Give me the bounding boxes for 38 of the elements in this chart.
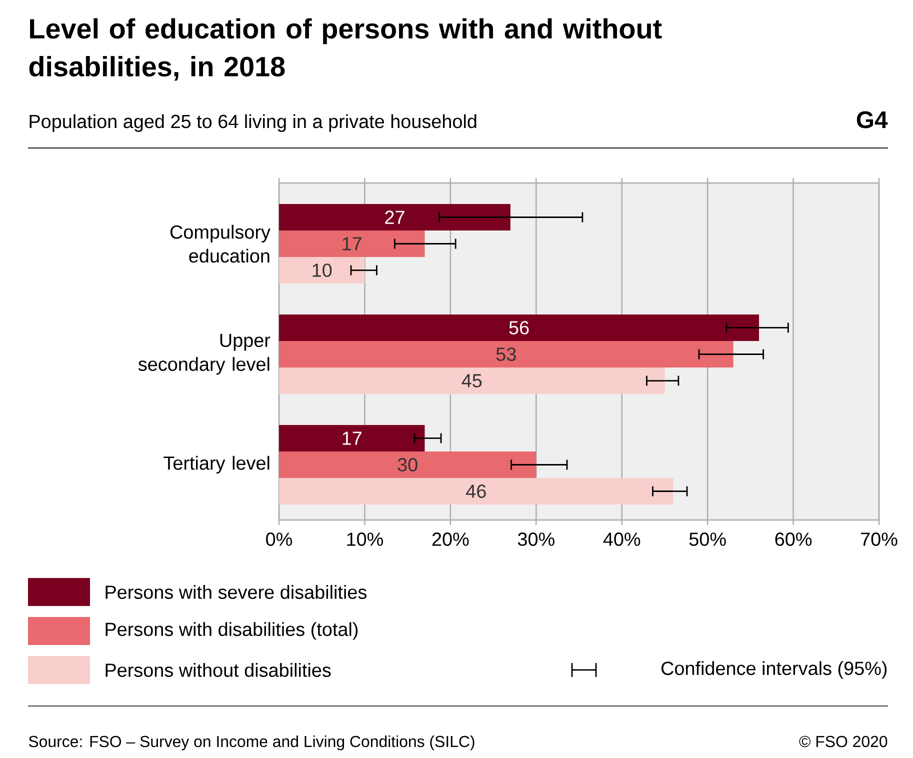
bar — [279, 204, 510, 230]
bar — [279, 424, 425, 452]
bar — [279, 451, 536, 478]
bar — [279, 314, 760, 341]
data-label: 46 — [466, 484, 486, 498]
data-label: 45 — [462, 374, 482, 388]
chart-title: Level of education of persons with and without disabilities, in 2018 — [29, 18, 662, 81]
x-tick-label: 10% — [347, 532, 383, 546]
text: Confidence intervals (95%) — [661, 661, 887, 679]
chart-subtitle: Population aged 25 to 64 living in a private household — [30, 114, 476, 132]
legend-label: Persons with disabilities (total) — [106, 622, 358, 640]
bar — [279, 368, 665, 394]
legend-label: Persons with severe disabilities — [106, 585, 366, 599]
data-label: 17 — [342, 432, 362, 445]
bar — [279, 340, 734, 368]
y-tick-label: Tertiary level — [164, 456, 270, 474]
source-note: Source: FSO – Survey on Income and Living Conditions (SILC) — [28, 735, 474, 750]
text: © FSO 2020 — [799, 736, 888, 748]
data-label: 53 — [496, 348, 516, 361]
data-label: 10 — [312, 264, 332, 277]
x-tick-label: 30% — [518, 532, 554, 546]
y-tick-label: Upper secondary level — [138, 334, 270, 375]
bar — [279, 230, 425, 258]
x-tick-label: 50% — [689, 532, 726, 546]
bar — [279, 478, 674, 505]
text: G4 — [856, 111, 888, 128]
legend-label: Persons without disabilities — [106, 663, 331, 677]
bar — [279, 257, 365, 284]
x-tick-label: 40% — [603, 532, 640, 546]
data-label: 30 — [398, 458, 418, 472]
y-tick-label: Compulsory education — [170, 224, 270, 263]
data-label: 17 — [342, 237, 362, 250]
data-label: 56 — [509, 321, 529, 334]
x-tick-label: 70% — [861, 532, 898, 546]
x-tick-label: 20% — [432, 532, 469, 546]
data-label: 27 — [385, 210, 404, 224]
x-tick-label: 0% — [266, 532, 292, 546]
x-tick-label: 60% — [775, 532, 812, 546]
